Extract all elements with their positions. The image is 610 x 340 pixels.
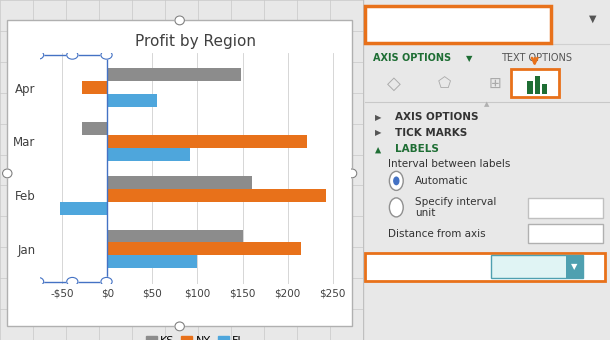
Title: Profit by Region: Profit by Region <box>135 34 256 49</box>
Circle shape <box>32 51 44 59</box>
Bar <box>534 76 540 94</box>
FancyBboxPatch shape <box>565 255 583 278</box>
Text: ⊞: ⊞ <box>489 76 501 91</box>
Bar <box>107 189 326 202</box>
Bar <box>82 122 107 135</box>
Legend: KS, NY, FL: KS, NY, FL <box>142 331 249 340</box>
FancyBboxPatch shape <box>528 198 603 218</box>
Text: Specify interval: Specify interval <box>415 197 496 207</box>
Text: ▼: ▼ <box>589 14 597 24</box>
Circle shape <box>101 51 112 59</box>
Text: LABELS: LABELS <box>395 144 439 154</box>
Text: Automatic: Automatic <box>415 176 468 186</box>
Text: ◀: ◀ <box>373 146 382 152</box>
Circle shape <box>32 277 44 286</box>
Text: 100: 100 <box>555 228 576 239</box>
FancyBboxPatch shape <box>7 20 352 326</box>
Text: ◇: ◇ <box>387 74 401 92</box>
Bar <box>107 176 251 189</box>
FancyBboxPatch shape <box>365 6 551 42</box>
Text: TICK MARKS: TICK MARKS <box>395 128 467 138</box>
Text: ⬠: ⬠ <box>438 76 451 91</box>
Text: ▼: ▼ <box>571 262 578 271</box>
Circle shape <box>101 277 112 286</box>
Bar <box>60 202 107 215</box>
Text: ▶: ▶ <box>375 128 381 137</box>
Text: Format Axis: Format Axis <box>378 16 484 33</box>
Circle shape <box>393 176 400 185</box>
Circle shape <box>175 322 184 331</box>
Bar <box>107 230 243 242</box>
Circle shape <box>2 169 12 178</box>
Bar <box>542 84 548 94</box>
Circle shape <box>389 171 403 190</box>
FancyBboxPatch shape <box>511 69 559 97</box>
FancyBboxPatch shape <box>492 255 583 278</box>
Bar <box>107 242 301 255</box>
Text: AXIS OPTIONS: AXIS OPTIONS <box>373 53 451 64</box>
Circle shape <box>175 16 184 25</box>
Bar <box>38 55 107 282</box>
Text: Distance from axis: Distance from axis <box>388 229 486 239</box>
Text: unit: unit <box>415 207 435 218</box>
Text: ▼: ▼ <box>466 54 472 63</box>
Bar <box>107 135 307 148</box>
Text: TEXT OPTIONS: TEXT OPTIONS <box>501 53 572 64</box>
Bar <box>107 94 157 107</box>
Bar <box>107 255 198 268</box>
Bar <box>82 81 107 94</box>
Text: ▲: ▲ <box>484 101 489 107</box>
Text: AXIS OPTIONS: AXIS OPTIONS <box>395 112 479 122</box>
Circle shape <box>347 169 357 178</box>
FancyBboxPatch shape <box>365 253 605 280</box>
Text: Label Position: Label Position <box>378 261 450 272</box>
Circle shape <box>389 198 403 217</box>
Bar <box>527 81 533 94</box>
Bar <box>107 68 241 81</box>
Text: Interval between labels: Interval between labels <box>388 159 510 169</box>
Circle shape <box>66 51 78 59</box>
Text: 1: 1 <box>562 203 569 213</box>
Bar <box>107 148 190 161</box>
Text: ▶: ▶ <box>375 113 381 122</box>
Circle shape <box>66 277 78 286</box>
Text: Low: Low <box>511 261 533 272</box>
FancyBboxPatch shape <box>528 224 603 243</box>
